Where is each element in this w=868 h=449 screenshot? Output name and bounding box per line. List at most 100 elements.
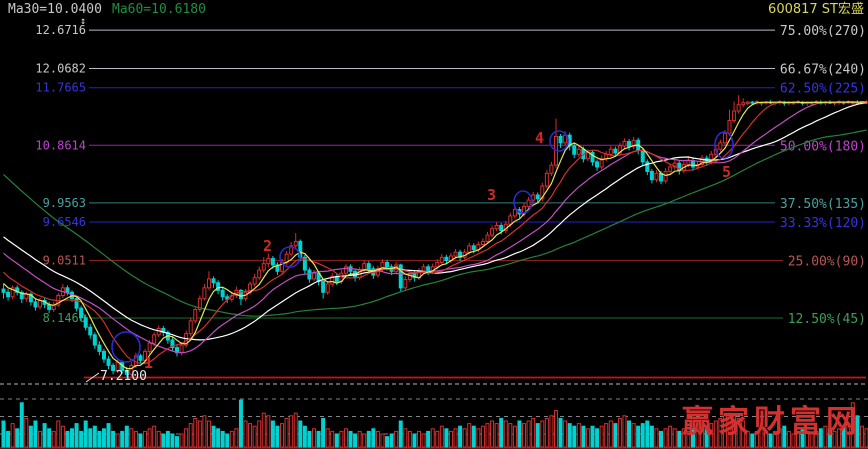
candle <box>74 296 79 312</box>
volume-bar <box>92 425 97 448</box>
candle <box>307 267 312 283</box>
volume-bar <box>24 417 29 448</box>
candle-body <box>88 326 93 336</box>
volume-bar <box>531 417 536 448</box>
candle-body <box>718 142 723 150</box>
volume-bar <box>563 420 568 448</box>
candle-body <box>97 344 102 352</box>
volume-bar <box>270 420 275 448</box>
candle-body <box>590 151 595 163</box>
candle <box>6 289 11 301</box>
volume-bar <box>490 420 495 448</box>
candle-body <box>65 287 70 293</box>
volume-bar <box>380 433 385 448</box>
candle-body <box>325 283 330 293</box>
volume-bar <box>759 428 764 448</box>
volume-bar <box>188 423 193 448</box>
volume-bar <box>499 417 504 448</box>
candle <box>79 305 84 321</box>
volume-bar <box>617 417 622 448</box>
candle <box>211 276 216 288</box>
volume-bar <box>458 425 463 448</box>
candle-body <box>563 134 568 144</box>
price-level-label: 12.0682 <box>35 62 86 76</box>
volume-bar <box>280 423 285 448</box>
volume-bar <box>672 428 677 448</box>
volume-bar <box>321 417 326 448</box>
volume-bar <box>480 425 485 448</box>
volume-bar <box>398 420 403 448</box>
volume-bar <box>791 433 796 448</box>
volume-bar <box>558 417 563 448</box>
candle <box>453 249 458 259</box>
volume-bar <box>754 430 759 448</box>
volume-bar <box>42 423 47 448</box>
candle <box>343 263 348 276</box>
candle-body <box>220 289 225 298</box>
candle <box>741 98 746 108</box>
volume-bar <box>284 417 289 448</box>
candle-body <box>152 334 157 344</box>
price-level-label: 9.0511 <box>43 253 86 267</box>
highlight-circle <box>111 331 141 363</box>
candle <box>595 159 600 171</box>
candle <box>65 285 70 296</box>
highlight-circle <box>714 131 734 159</box>
volume-bar <box>453 428 458 448</box>
volume-bar <box>572 425 577 448</box>
volume-bar <box>686 430 691 448</box>
candle <box>15 285 20 296</box>
percent-level-label: 75.00%(270) <box>780 24 866 39</box>
candle-body <box>439 256 444 263</box>
candle <box>654 170 659 183</box>
volume-bar <box>649 425 654 448</box>
volume-bar <box>421 433 426 448</box>
volume-bar <box>517 420 522 448</box>
volume-bar <box>248 423 253 448</box>
candle <box>97 341 102 356</box>
candle <box>1 284 6 299</box>
volume-bar <box>234 428 239 448</box>
candle <box>261 257 266 273</box>
candle-body <box>193 308 198 322</box>
volume-bar <box>298 420 303 448</box>
candle-body <box>398 264 403 289</box>
volume-bar <box>65 430 70 448</box>
volume-bar <box>238 399 243 448</box>
volume-bar <box>28 425 33 448</box>
volume-bar <box>522 423 527 448</box>
volume-bar <box>412 433 417 448</box>
candle-body <box>741 102 746 106</box>
candle-body <box>690 160 695 168</box>
price-level-label: 12.6716 <box>35 23 86 37</box>
candle <box>330 273 335 287</box>
candle <box>745 100 750 106</box>
candle-body <box>24 293 29 300</box>
candle-body <box>270 258 275 266</box>
volume-bar <box>631 423 636 448</box>
candle <box>590 149 595 166</box>
volume-bar <box>659 430 664 448</box>
candle <box>439 254 444 265</box>
volume-bar <box>357 430 362 448</box>
candle <box>572 143 577 159</box>
highlight-circle <box>279 246 301 268</box>
volume-bar <box>252 425 257 448</box>
volume-bar <box>165 430 170 448</box>
volume-bar <box>307 430 312 448</box>
candle <box>266 253 271 268</box>
candle-body <box>544 172 549 187</box>
volume-bar <box>485 423 490 448</box>
volume-bar <box>316 430 321 448</box>
candle-body <box>179 344 184 354</box>
volume-bar <box>663 428 668 448</box>
volume-bar <box>106 423 111 448</box>
price-level-label: 8.1460 <box>43 311 86 325</box>
highlight-circle <box>549 130 569 152</box>
candle <box>88 324 93 339</box>
volume-bar <box>544 417 549 448</box>
candle-body <box>188 320 193 335</box>
